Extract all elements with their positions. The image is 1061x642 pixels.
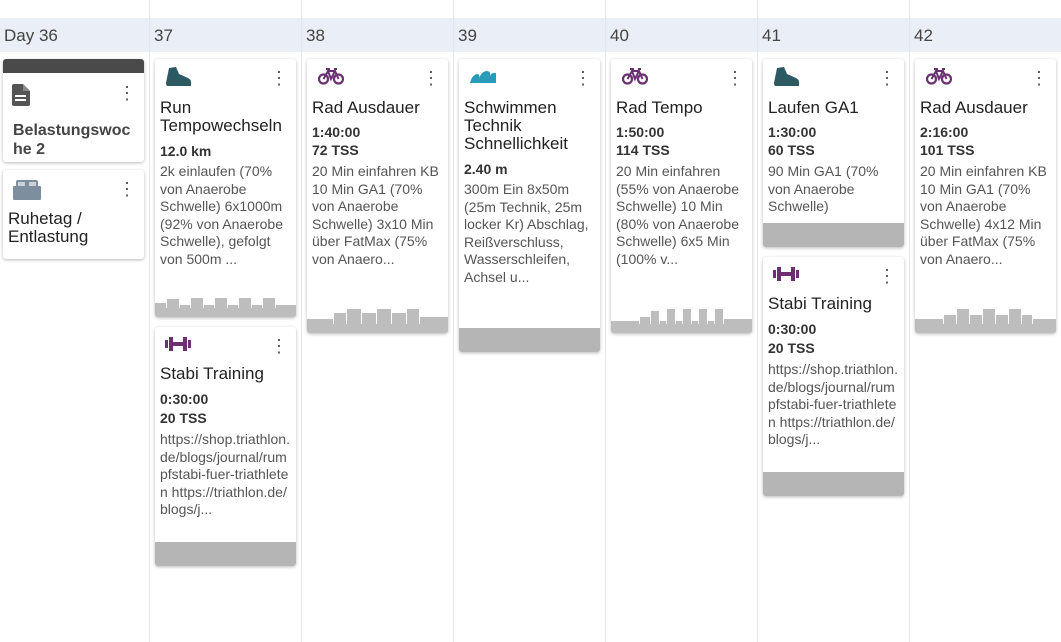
bicycle-icon (317, 67, 345, 89)
card-title: Ruhetag / Entlastung (8, 209, 89, 246)
card-tss: 20 TSS (160, 410, 207, 426)
card-menu-button[interactable]: ⋮ (726, 68, 744, 88)
card-description: 300m Ein 8x50m (25m Technik, 25m locker … (464, 181, 589, 285)
card-description: 20 Min einfahren KB 10 Min GA1 (70% von … (920, 163, 1047, 267)
card-tss: 20 TSS (768, 340, 815, 356)
workout-card-belastungswoche[interactable]: ⋮ Belastungswoche 2 (3, 59, 144, 162)
dumbbell-icon (773, 266, 799, 288)
card-duration: 1:30:00 (768, 124, 817, 140)
card-title: Stabi Training (768, 294, 872, 313)
workout-profile-graph (915, 307, 1056, 333)
card-menu-button[interactable]: ⋮ (270, 336, 288, 356)
day-column-37: 37 (150, 0, 302, 642)
workout-profile-graph (763, 223, 904, 247)
workout-profile-graph (307, 307, 448, 333)
card-title: Belastungswoche 2 (13, 122, 131, 158)
card-title: Laufen GA1 (768, 98, 859, 117)
workout-profile-graph (763, 472, 904, 496)
day-column-36: Day 36 (0, 0, 150, 642)
card-title: Rad Ausdauer (920, 98, 1028, 117)
bicycle-icon (925, 67, 953, 89)
card-duration: 0:30:00 (160, 391, 209, 407)
bed-icon (13, 180, 41, 202)
day-header: 39 (454, 18, 605, 52)
card-description: https://shop.triathlon.de/blogs/journal/… (160, 431, 290, 517)
card-title: Stabi Training (160, 364, 264, 383)
card-tss: 60 TSS (768, 142, 815, 158)
day-column-40: 40 (606, 0, 758, 642)
card-description: 90 Min GA1 (70% von Anaerobe Schwelle) (768, 163, 879, 214)
card-menu-button[interactable]: ⋮ (1030, 68, 1048, 88)
card-menu-button[interactable]: ⋮ (270, 68, 288, 88)
card-duration: 1:50:00 (616, 124, 665, 140)
workout-card-schwimmen-technik[interactable]: ⋮ Schwimmen Technik Schnellichkeit 2.40 … (459, 59, 600, 352)
workout-card-rad-tempo[interactable]: ⋮ Rad Tempo 1:50:00 114 TSS 20 Min einfa… (611, 59, 752, 333)
card-title: Schwimmen Technik Schnellichkeit (464, 98, 568, 153)
card-menu-button[interactable]: ⋮ (118, 83, 136, 103)
day-header: 40 (606, 18, 757, 52)
workout-profile-graph (155, 291, 296, 317)
card-menu-button[interactable]: ⋮ (878, 68, 896, 88)
dumbbell-icon (165, 336, 191, 358)
workout-profile-graph (155, 542, 296, 566)
running-shoe-icon (774, 67, 800, 89)
card-title: Run Tempowechseln (160, 98, 282, 135)
card-top-bar (3, 59, 144, 73)
workout-card-stabi-training[interactable]: ⋮ Stabi Training 0:30:00 20 TSS https://… (763, 257, 904, 496)
day-header: 41 (758, 18, 909, 52)
card-tss: 101 TSS (920, 142, 975, 158)
day-header: 38 (302, 18, 453, 52)
card-title: Rad Tempo (616, 98, 703, 117)
card-tss: 114 TSS (616, 142, 670, 158)
card-description: https://shop.triathlon.de/blogs/journal/… (768, 361, 898, 447)
card-tss: 72 TSS (312, 142, 359, 158)
swim-wave-icon (470, 67, 496, 89)
card-menu-button[interactable]: ⋮ (422, 68, 440, 88)
card-distance: 12.0 km (160, 143, 212, 159)
bicycle-icon (621, 67, 649, 89)
day-header: 42 (910, 18, 1061, 52)
card-menu-button[interactable]: ⋮ (878, 266, 896, 286)
workout-profile-graph (459, 328, 600, 352)
card-menu-button[interactable]: ⋮ (118, 179, 136, 199)
running-shoe-icon (166, 67, 192, 89)
card-duration: 2:16:00 (920, 124, 969, 140)
workout-card-rad-ausdauer[interactable]: ⋮ Rad Ausdauer 1:40:00 72 TSS 20 Min ein… (307, 59, 448, 333)
card-distance: 2.40 m (464, 161, 508, 177)
workout-card-run-tempowechseln[interactable]: ⋮ Run Tempowechseln 12.0 km 2k einlaufen… (155, 59, 296, 317)
card-description: 20 Min einfahren KB 10 Min GA1 (70% von … (312, 163, 439, 267)
card-description: 20 Min einfahren (55% von Anaerobe Schwe… (616, 163, 739, 267)
card-title: Rad Ausdauer (312, 98, 420, 117)
day-header: Day 36 (0, 18, 149, 52)
card-menu-button[interactable]: ⋮ (574, 68, 592, 88)
document-icon (12, 84, 30, 106)
workout-profile-graph (611, 307, 752, 333)
workout-card-rad-ausdauer[interactable]: ⋮ Rad Ausdauer 2:16:00 101 TSS 20 Min ei… (915, 59, 1056, 333)
card-description: 2k einlaufen (70% von Anaerobe Schwelle)… (160, 163, 283, 267)
day-column-38: 38 (302, 0, 454, 642)
day-column-41: 41 (758, 0, 910, 642)
day-column-39: 39 (454, 0, 606, 642)
workout-card-ruhetag[interactable]: ⋮ Ruhetag / Entlastung (3, 170, 144, 259)
workout-card-laufen-ga1[interactable]: ⋮ Laufen GA1 1:30:00 60 TSS 90 Min GA1 (… (763, 59, 904, 247)
day-header: 37 (150, 18, 301, 52)
day-column-42: 42 (910, 0, 1061, 642)
card-duration: 0:30:00 (768, 321, 817, 337)
workout-card-stabi-training[interactable]: ⋮ Stabi Training 0:30:00 20 TSS https://… (155, 327, 296, 566)
card-duration: 1:40:00 (312, 124, 361, 140)
